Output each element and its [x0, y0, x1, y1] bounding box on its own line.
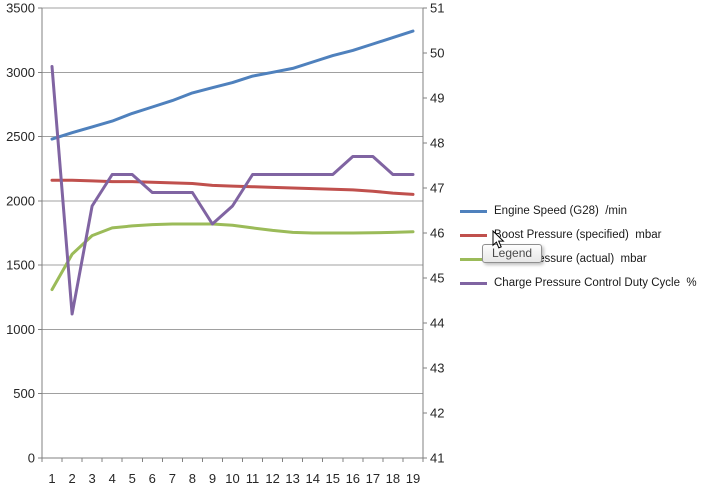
legend-item-label: Charge Pressure Control Duty Cycle % [494, 277, 697, 289]
svg-text:500: 500 [13, 386, 35, 401]
svg-text:45: 45 [430, 271, 444, 286]
legend-swatch-line [460, 257, 487, 261]
svg-text:18: 18 [386, 471, 400, 486]
svg-text:17: 17 [366, 471, 380, 486]
svg-text:5: 5 [129, 471, 136, 486]
svg-text:3500: 3500 [6, 1, 35, 16]
svg-text:12: 12 [265, 471, 279, 486]
legend-item-boost-specified[interactable]: Boost Pressure (specified) mbar [460, 223, 697, 247]
gridlines [42, 7, 423, 395]
svg-text:2500: 2500 [6, 129, 35, 144]
legend-item-duty-cycle[interactable]: Charge Pressure Control Duty Cycle % [460, 271, 697, 295]
series-line-0 [50, 29, 415, 141]
svg-text:1000: 1000 [6, 322, 35, 337]
svg-text:3000: 3000 [6, 65, 35, 80]
svg-text:43: 43 [430, 361, 444, 376]
series-line-3 [50, 65, 415, 316]
right-axis-labels: 41 42 43 44 45 46 47 48 49 50 51 [423, 1, 444, 466]
legend-item-label: Engine Speed (G28) /min [494, 205, 627, 217]
svg-text:2000: 2000 [6, 193, 35, 208]
legend-swatch-line [460, 233, 487, 237]
svg-text:7: 7 [169, 471, 176, 486]
svg-text:41: 41 [430, 451, 444, 466]
svg-text:8: 8 [189, 471, 196, 486]
svg-text:3: 3 [89, 471, 96, 486]
svg-text:42: 42 [430, 406, 444, 421]
svg-text:47: 47 [430, 181, 444, 196]
svg-text:46: 46 [430, 226, 444, 241]
legend-tooltip: Legend [482, 244, 543, 263]
svg-text:48: 48 [430, 136, 444, 151]
svg-text:1500: 1500 [6, 258, 35, 273]
svg-text:2: 2 [68, 471, 75, 486]
legend-item-engine-speed[interactable]: Engine Speed (G28) /min [460, 199, 697, 223]
svg-text:49: 49 [430, 91, 444, 106]
svg-text:14: 14 [305, 471, 319, 486]
series-line-2 [50, 222, 415, 292]
svg-text:1: 1 [48, 471, 55, 486]
svg-text:6: 6 [149, 471, 156, 486]
svg-text:51: 51 [430, 1, 444, 16]
series-line-1 [50, 178, 415, 196]
svg-text:9: 9 [209, 471, 216, 486]
svg-text:10: 10 [225, 471, 239, 486]
svg-text:11: 11 [246, 471, 260, 486]
legend-swatch-line [460, 281, 487, 285]
svg-text:50: 50 [430, 46, 444, 61]
left-axis-labels: 0 500 1000 1500 2000 2500 3000 3500 [6, 1, 42, 466]
svg-text:19: 19 [406, 471, 420, 486]
svg-text:13: 13 [285, 471, 299, 486]
mouse-cursor-icon [492, 229, 506, 255]
x-axis-labels: 1 2 3 4 5 6 7 8 9 10 11 12 13 14 15 16 17 18 19 [41, 458, 424, 486]
legend-tooltip-text: Legend [492, 246, 533, 260]
svg-text:16: 16 [346, 471, 360, 486]
svg-text:0: 0 [28, 451, 35, 466]
legend-item-label: Boost Pressure (specified) mbar [494, 229, 662, 241]
svg-text:4: 4 [109, 471, 116, 486]
svg-text:15: 15 [326, 471, 340, 486]
svg-text:44: 44 [430, 316, 444, 331]
legend-swatch-line [460, 209, 487, 213]
